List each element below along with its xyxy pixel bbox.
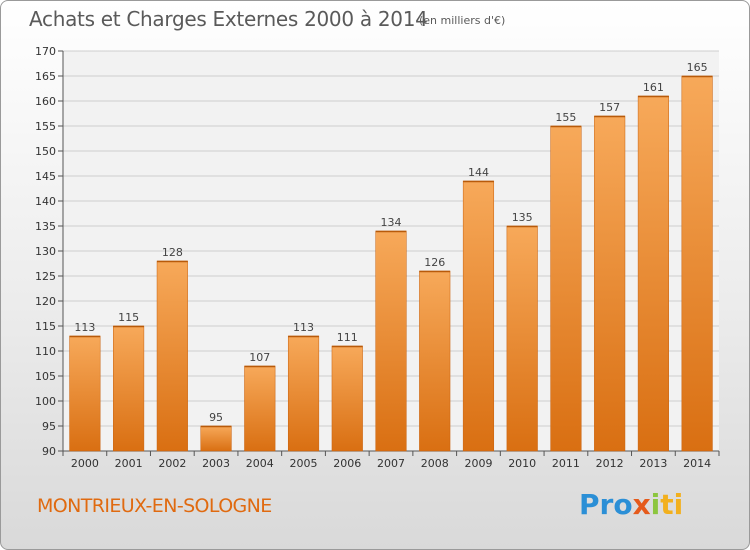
x-tick-label-2001: 2001 xyxy=(115,457,143,470)
x-tick-label-2014: 2014 xyxy=(683,457,711,470)
logo-part-1: Pro xyxy=(579,488,633,521)
value-label-2010: 135 xyxy=(512,211,533,224)
bar-2003 xyxy=(200,425,232,452)
value-label-2008: 126 xyxy=(424,256,445,269)
proxiti-logo: Proxiti xyxy=(579,488,683,521)
x-tick-label-2006: 2006 xyxy=(333,457,361,470)
bar-2006 xyxy=(331,345,363,452)
x-tick-label-2010: 2010 xyxy=(508,457,536,470)
bar-2013 xyxy=(637,95,669,452)
bar-2007 xyxy=(375,230,407,452)
x-tick-label-2011: 2011 xyxy=(552,457,580,470)
y-tick-label: 115 xyxy=(35,320,56,333)
bar-2008 xyxy=(419,270,451,452)
bar-2012 xyxy=(594,115,626,452)
y-tick-label: 135 xyxy=(35,220,56,233)
value-label-2000: 113 xyxy=(74,321,95,334)
y-tick-label: 170 xyxy=(35,45,56,58)
bar-2011 xyxy=(550,125,582,452)
x-tick-label-2007: 2007 xyxy=(377,457,405,470)
x-tick-label-2012: 2012 xyxy=(596,457,624,470)
chart-subtitle: (en milliers d'€) xyxy=(419,14,506,27)
value-label-2003: 95 xyxy=(209,411,223,424)
value-label-2011: 155 xyxy=(555,111,576,124)
commune-name: MONTRIEUX-EN-SOLOGNE xyxy=(37,495,272,517)
x-tick-label-2002: 2002 xyxy=(158,457,186,470)
value-label-2002: 128 xyxy=(162,246,183,259)
logo-part-2: x xyxy=(632,488,651,521)
value-label-2006: 111 xyxy=(337,331,358,344)
y-tick-label: 110 xyxy=(35,345,56,358)
value-labels: 113 115 128 95 107 113 111 134 126 144 135 155 157 16… xyxy=(74,61,707,424)
bar-2004 xyxy=(244,365,276,452)
x-tick-label-2004: 2004 xyxy=(246,457,274,470)
bar-2009 xyxy=(462,180,495,452)
y-tick-label: 100 xyxy=(35,395,56,408)
bar-2002 xyxy=(156,260,188,452)
y-tick-label: 105 xyxy=(35,370,56,383)
y-tick-label: 140 xyxy=(35,195,56,208)
bars xyxy=(69,75,713,452)
value-label-2007: 134 xyxy=(381,216,402,229)
bar-2001 xyxy=(113,325,145,452)
y-tick-label: 90 xyxy=(42,445,56,458)
x-tick-label-2005: 2005 xyxy=(290,457,318,470)
x-tick-label-2008: 2008 xyxy=(421,457,449,470)
logo-part-4: ti xyxy=(660,488,684,521)
y-tick-label: 95 xyxy=(42,420,56,433)
value-label-2013: 161 xyxy=(643,81,664,94)
value-label-2004: 107 xyxy=(249,351,270,364)
value-label-2005: 113 xyxy=(293,321,314,334)
bar-2014 xyxy=(681,75,713,452)
x-tick-label-2013: 2013 xyxy=(639,457,667,470)
y-tick-label: 125 xyxy=(35,270,56,283)
y-tick-label: 145 xyxy=(35,170,56,183)
x-tick-label-2009: 2009 xyxy=(464,457,492,470)
value-label-2014: 165 xyxy=(687,61,708,74)
bar-2005 xyxy=(287,335,320,452)
value-label-2009: 144 xyxy=(468,166,489,179)
y-tick-label: 120 xyxy=(35,295,56,308)
y-tick-label: 160 xyxy=(35,95,56,108)
logo-part-3: i xyxy=(650,488,661,521)
value-label-2012: 157 xyxy=(599,101,620,114)
x-tick-label-2000: 2000 xyxy=(71,457,99,470)
x-tick-label-2003: 2003 xyxy=(202,457,230,470)
y-tick-label: 165 xyxy=(35,70,56,83)
axes: 90 95 100 105 110 115 120 125 130 135 140 145 150 155… xyxy=(35,45,720,470)
bar-2000 xyxy=(69,335,101,452)
value-label-2001: 115 xyxy=(118,311,139,324)
y-tick-label: 130 xyxy=(35,245,56,258)
y-tick-label: 150 xyxy=(35,145,56,158)
bar-2010 xyxy=(506,225,538,452)
y-tick-label: 155 xyxy=(35,120,56,133)
chart-title: Achats et Charges Externes 2000 à 2014 xyxy=(29,7,428,31)
